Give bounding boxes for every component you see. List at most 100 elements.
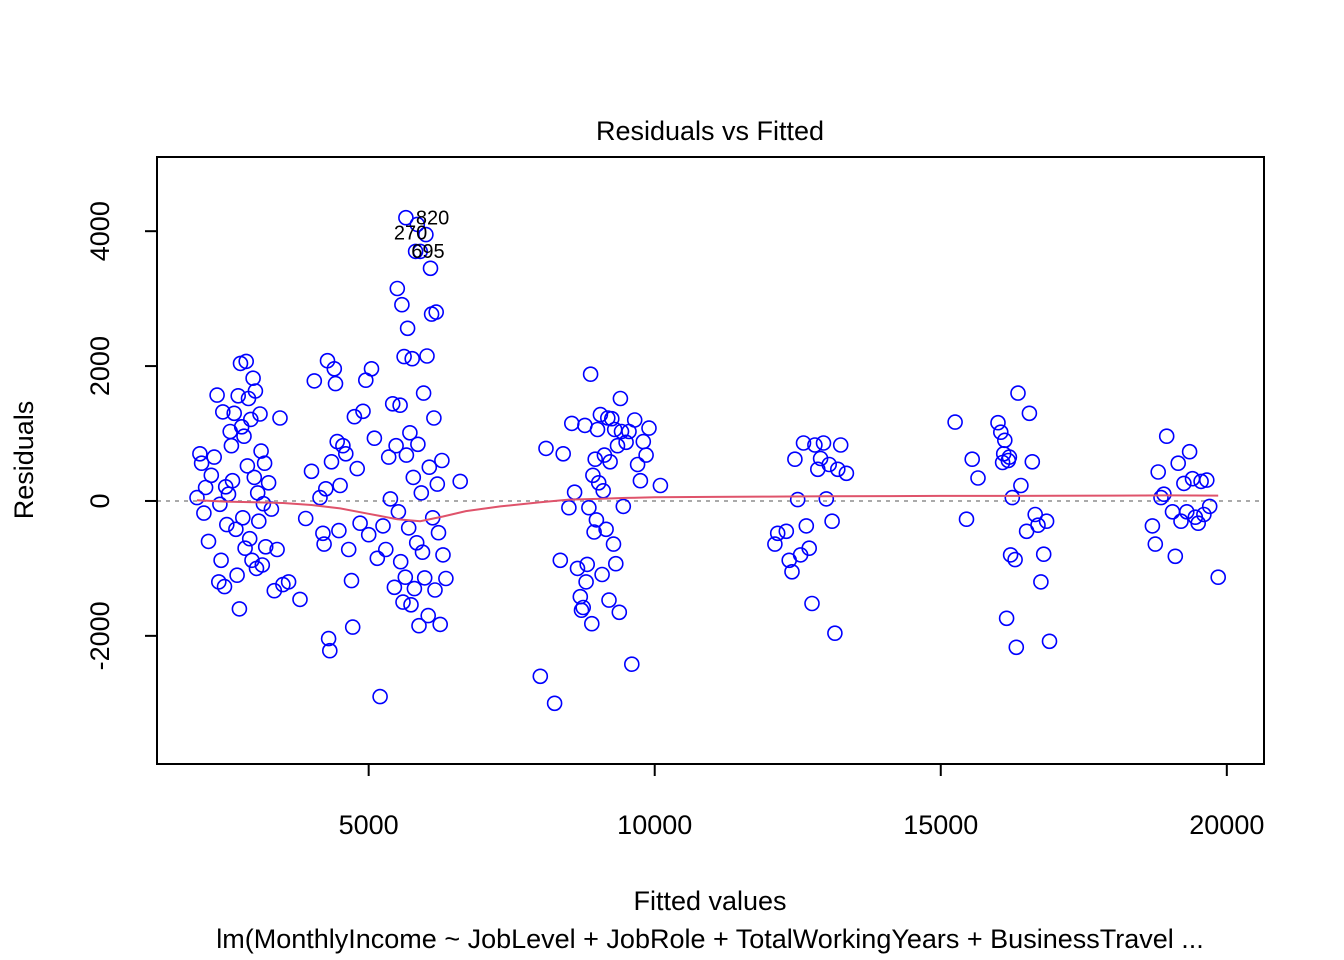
residual-point (253, 443, 269, 459)
residual-point (241, 530, 258, 547)
residual-point (607, 555, 624, 572)
residual-point (807, 437, 823, 453)
residual-point (594, 566, 610, 583)
residual-point (252, 406, 268, 422)
x-tick-label: 5000 (339, 810, 399, 840)
residual-point (1021, 405, 1038, 422)
residual-point (778, 523, 795, 540)
residual-point (316, 536, 332, 552)
residual-point (257, 538, 274, 555)
residual-point (297, 510, 314, 527)
residual-point (1181, 443, 1198, 460)
residual-point (582, 366, 599, 383)
residual-point (397, 569, 414, 586)
residual-point (360, 526, 377, 543)
residual-point (573, 602, 590, 619)
residual-point (824, 513, 840, 530)
residual-point (579, 556, 596, 573)
residual-point (206, 449, 222, 465)
residual-point (996, 432, 1013, 449)
residual-point (349, 460, 366, 477)
residual-point (555, 445, 572, 462)
residual-point (416, 570, 433, 586)
residual-point (404, 350, 421, 367)
y-axis-label: Residuals (9, 401, 39, 520)
outlier-label: 270 (394, 223, 427, 245)
residual-point (213, 552, 229, 569)
residual-point (303, 463, 320, 480)
residual-point (392, 553, 409, 570)
residual-point (1002, 547, 1019, 563)
residual-point (394, 296, 410, 313)
residual-point (413, 485, 430, 501)
residual-point (193, 455, 210, 472)
residual-point (626, 412, 643, 428)
residual-point (235, 509, 251, 526)
residual-point (211, 574, 227, 590)
residual-point (396, 348, 412, 365)
residual-point (414, 544, 431, 561)
chart-title: Residuals vs Fitted (596, 116, 824, 146)
residual-point (323, 453, 340, 470)
x-tick-label: 20000 (1189, 810, 1264, 840)
residual-point (406, 580, 423, 597)
residual-point (250, 513, 267, 530)
residual-point (398, 209, 414, 226)
residual-point (821, 456, 838, 473)
residual-point (230, 387, 246, 404)
residual-point (561, 499, 577, 516)
residual-point (427, 582, 443, 598)
residual-point (1153, 489, 1169, 506)
residual-point (419, 348, 435, 364)
residual-point (409, 216, 426, 233)
residual-point (244, 552, 260, 569)
residual-point (407, 243, 424, 260)
residual-point (388, 437, 404, 454)
residual-point (375, 518, 391, 534)
y-tick-label: 2000 (85, 336, 115, 396)
residual-point (386, 579, 403, 596)
residual-point (618, 434, 634, 451)
residual-point (588, 512, 605, 528)
residual-point (315, 525, 331, 542)
residual-point (331, 522, 347, 539)
residual-point (369, 550, 386, 567)
residual-point (970, 470, 986, 486)
residual-point (829, 461, 846, 478)
residual-point (611, 604, 628, 621)
x-axis: 5000 10000 15000 20000 (339, 763, 1264, 840)
residual-point (231, 601, 248, 617)
residual-point (1190, 515, 1206, 532)
residual-point (399, 320, 416, 337)
residual-point (784, 563, 800, 580)
residual-point (632, 472, 649, 489)
residual-point (1033, 574, 1049, 590)
residual-point (798, 518, 815, 534)
residual-point (812, 450, 829, 467)
residual-point (546, 695, 563, 712)
residual-point (629, 456, 646, 473)
x-tick-label: 15000 (903, 810, 978, 840)
residual-point (229, 567, 245, 584)
residual-point (1147, 536, 1164, 552)
residual-point (590, 474, 607, 491)
residual-point (602, 453, 618, 470)
residual-point (366, 430, 383, 447)
residual-point (1038, 513, 1055, 530)
model-formula-subtitle: lm(MonthlyIncome ~ JobLevel + JobRole + … (216, 924, 1204, 954)
residual-point (589, 421, 606, 438)
residual-point (272, 410, 288, 426)
residual-point (269, 541, 285, 558)
residual-point (189, 489, 205, 506)
y-axis: -2000 0 2000 4000 (85, 201, 158, 670)
residual-point (434, 452, 450, 469)
residual-point (1144, 518, 1161, 534)
residual-point (335, 437, 351, 454)
residual-point (958, 511, 975, 528)
residual-point (420, 607, 437, 624)
residual-point (337, 445, 354, 462)
residual-point (787, 451, 803, 468)
residual-point (212, 496, 228, 513)
